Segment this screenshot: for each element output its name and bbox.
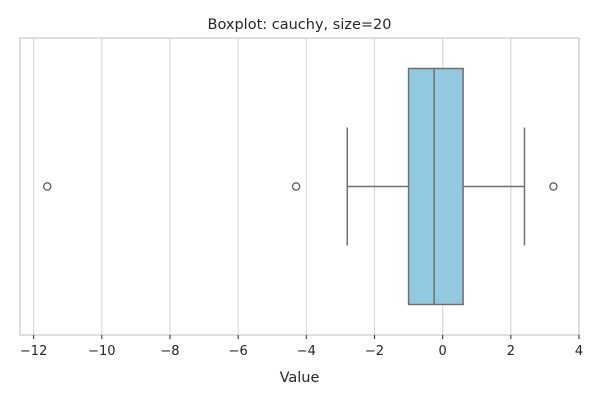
x-tick-label: −10 [88, 344, 115, 359]
flier-point [549, 182, 558, 191]
plot-frame [19, 37, 580, 336]
x-tick-label: 2 [507, 344, 515, 359]
iqr-box [407, 67, 464, 306]
x-tick-label: 0 [439, 344, 447, 359]
x-tick-label: −8 [160, 344, 179, 359]
x-axis-label: Value [280, 370, 320, 386]
flier-points [43, 182, 558, 191]
flier-point [291, 182, 301, 191]
flier-point [43, 182, 52, 191]
x-tick-label: −6 [229, 344, 248, 359]
boxplot-group [346, 67, 526, 306]
x-axis-ticks: −12 −10 −8 −6 −4 −2 0 2 4 [20, 335, 583, 359]
chart-title: Boxplot: cauchy, size=20 [208, 17, 392, 33]
x-tick-label: 4 [575, 344, 583, 359]
x-tick-label: −12 [20, 344, 47, 359]
x-tick-label: −4 [297, 344, 316, 359]
x-tick-label: −2 [365, 344, 384, 359]
